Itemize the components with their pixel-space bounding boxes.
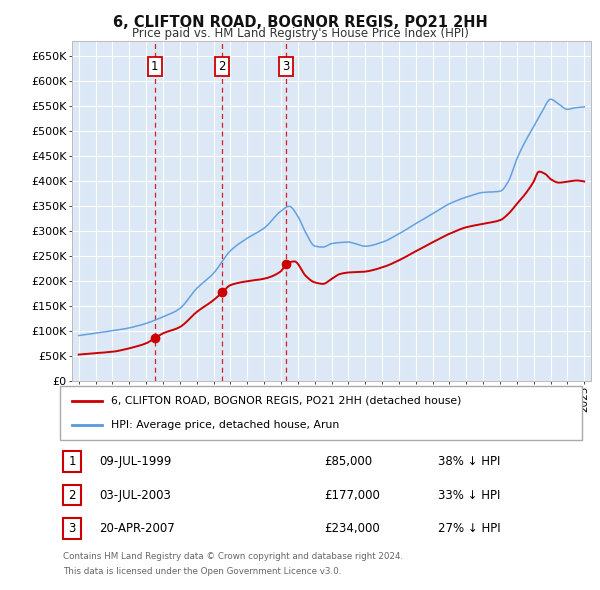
- Text: 3: 3: [283, 60, 290, 73]
- Text: 6, CLIFTON ROAD, BOGNOR REGIS, PO21 2HH (detached house): 6, CLIFTON ROAD, BOGNOR REGIS, PO21 2HH …: [111, 396, 461, 406]
- Text: 3: 3: [68, 522, 76, 535]
- Text: 1: 1: [68, 455, 76, 468]
- Text: 27% ↓ HPI: 27% ↓ HPI: [438, 522, 500, 535]
- Text: 38% ↓ HPI: 38% ↓ HPI: [438, 455, 500, 468]
- Text: 09-JUL-1999: 09-JUL-1999: [99, 455, 172, 468]
- Text: 1: 1: [151, 60, 158, 73]
- Text: 33% ↓ HPI: 33% ↓ HPI: [438, 489, 500, 502]
- Text: 03-JUL-2003: 03-JUL-2003: [99, 489, 171, 502]
- Text: 2: 2: [218, 60, 226, 73]
- Text: 6, CLIFTON ROAD, BOGNOR REGIS, PO21 2HH: 6, CLIFTON ROAD, BOGNOR REGIS, PO21 2HH: [113, 15, 487, 30]
- Text: £85,000: £85,000: [324, 455, 372, 468]
- Text: Contains HM Land Registry data © Crown copyright and database right 2024.: Contains HM Land Registry data © Crown c…: [63, 552, 403, 561]
- Text: This data is licensed under the Open Government Licence v3.0.: This data is licensed under the Open Gov…: [63, 567, 341, 576]
- Text: HPI: Average price, detached house, Arun: HPI: Average price, detached house, Arun: [111, 420, 339, 430]
- Text: £177,000: £177,000: [324, 489, 380, 502]
- Text: Price paid vs. HM Land Registry's House Price Index (HPI): Price paid vs. HM Land Registry's House …: [131, 27, 469, 40]
- Text: 2: 2: [68, 489, 76, 502]
- Text: £234,000: £234,000: [324, 522, 380, 535]
- Text: 20-APR-2007: 20-APR-2007: [99, 522, 175, 535]
